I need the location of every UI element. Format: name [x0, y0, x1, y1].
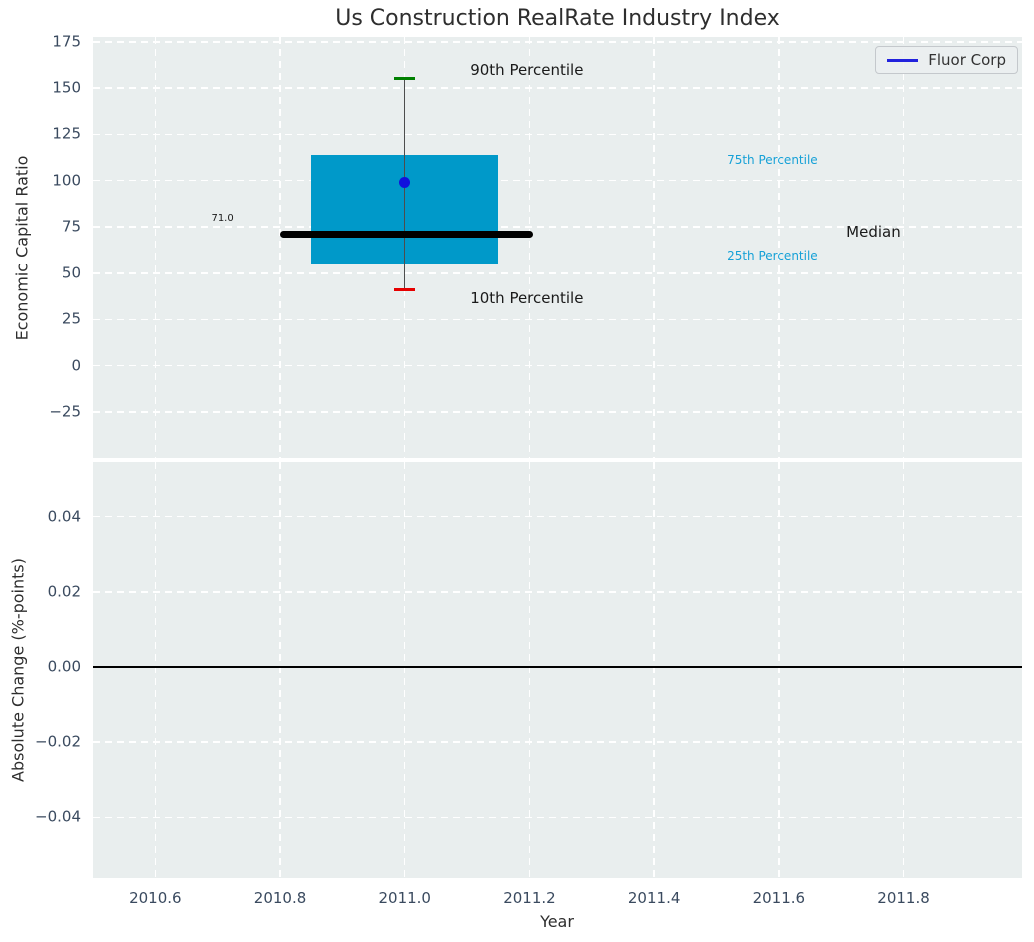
gridline	[154, 462, 157, 878]
x-tick-label: 2011.0	[378, 889, 431, 907]
top-y-tick-label: 150	[52, 78, 81, 97]
x-tick-label: 2011.8	[877, 889, 930, 907]
top-y-tick-label: −25	[49, 402, 81, 421]
annotation-75th-percentile: 75th Percentile	[727, 153, 818, 168]
gridline	[778, 37, 780, 458]
gridline	[93, 318, 1022, 321]
legend-line-sample	[887, 58, 919, 62]
median-line	[280, 230, 534, 238]
gridline	[93, 133, 1022, 136]
gridline	[93, 411, 1022, 413]
annotation-10th-percentile: 10th Percentile	[470, 289, 584, 308]
p90-cap	[394, 77, 416, 81]
p10-cap	[394, 288, 416, 292]
gridline	[902, 462, 905, 878]
gridline	[778, 462, 780, 878]
top-y-tick-label: 50	[61, 263, 81, 282]
annotation-90th-percentile: 90th Percentile	[470, 60, 584, 79]
top-y-tick-label: 25	[61, 309, 81, 328]
legend-label: Fluor Corp	[928, 51, 1006, 69]
annotation-71-0: 71.0	[211, 213, 234, 225]
bottom-y-tick-label: −0.02	[35, 732, 81, 751]
gridline	[653, 462, 655, 878]
gridline	[154, 37, 157, 458]
x-tick-label: 2011.4	[627, 889, 681, 907]
gridline	[902, 37, 905, 458]
gridline	[279, 37, 281, 458]
x-tick-label: 2011.6	[752, 889, 806, 907]
top-y-tick-label: 125	[52, 124, 81, 143]
top-y-tick-label: 100	[52, 171, 81, 190]
x-tick-label: 2010.6	[129, 889, 182, 907]
bottom-y-tick-label: 0.04	[47, 507, 81, 526]
gridline	[653, 37, 655, 458]
company-point	[399, 177, 411, 188]
gridline	[93, 87, 1022, 89]
gridline	[279, 462, 281, 878]
gridline	[403, 462, 406, 878]
bottom-y-tick-label: 0.00	[47, 657, 81, 676]
top-y-tick-label: 75	[61, 217, 81, 236]
gridline	[93, 515, 1022, 518]
x-tick-label: 2010.8	[253, 889, 307, 907]
annotation-25th-percentile: 25th Percentile	[727, 249, 818, 264]
gridline	[93, 179, 1022, 182]
top-y-tick-label: 175	[52, 32, 81, 51]
zero-line	[93, 665, 1022, 668]
gridline	[528, 37, 531, 458]
bottom-y-tick-label: 0.02	[47, 582, 81, 601]
gridline	[93, 364, 1022, 367]
gridline	[93, 272, 1022, 274]
x-tick-label: 2011.2	[503, 889, 556, 907]
gridline	[93, 226, 1022, 228]
gridline	[93, 41, 1022, 43]
top-plot-area: 90th Percentile 10th Percentile 75th Perce…	[93, 37, 1022, 458]
gridline	[93, 591, 1022, 593]
gridline	[528, 462, 531, 878]
chart-title: Us Construction RealRate Industry Index	[335, 6, 780, 31]
legend: Fluor Corp	[875, 46, 1018, 74]
gridline	[93, 741, 1022, 743]
top-y-tick-label: 0	[71, 356, 81, 375]
gridline	[93, 816, 1022, 819]
bottom-y-tick-label: −0.04	[35, 807, 81, 826]
bottom-plot-area	[93, 462, 1022, 878]
annotation-median: Median	[846, 223, 901, 242]
x-axis-label: Year	[540, 912, 574, 931]
